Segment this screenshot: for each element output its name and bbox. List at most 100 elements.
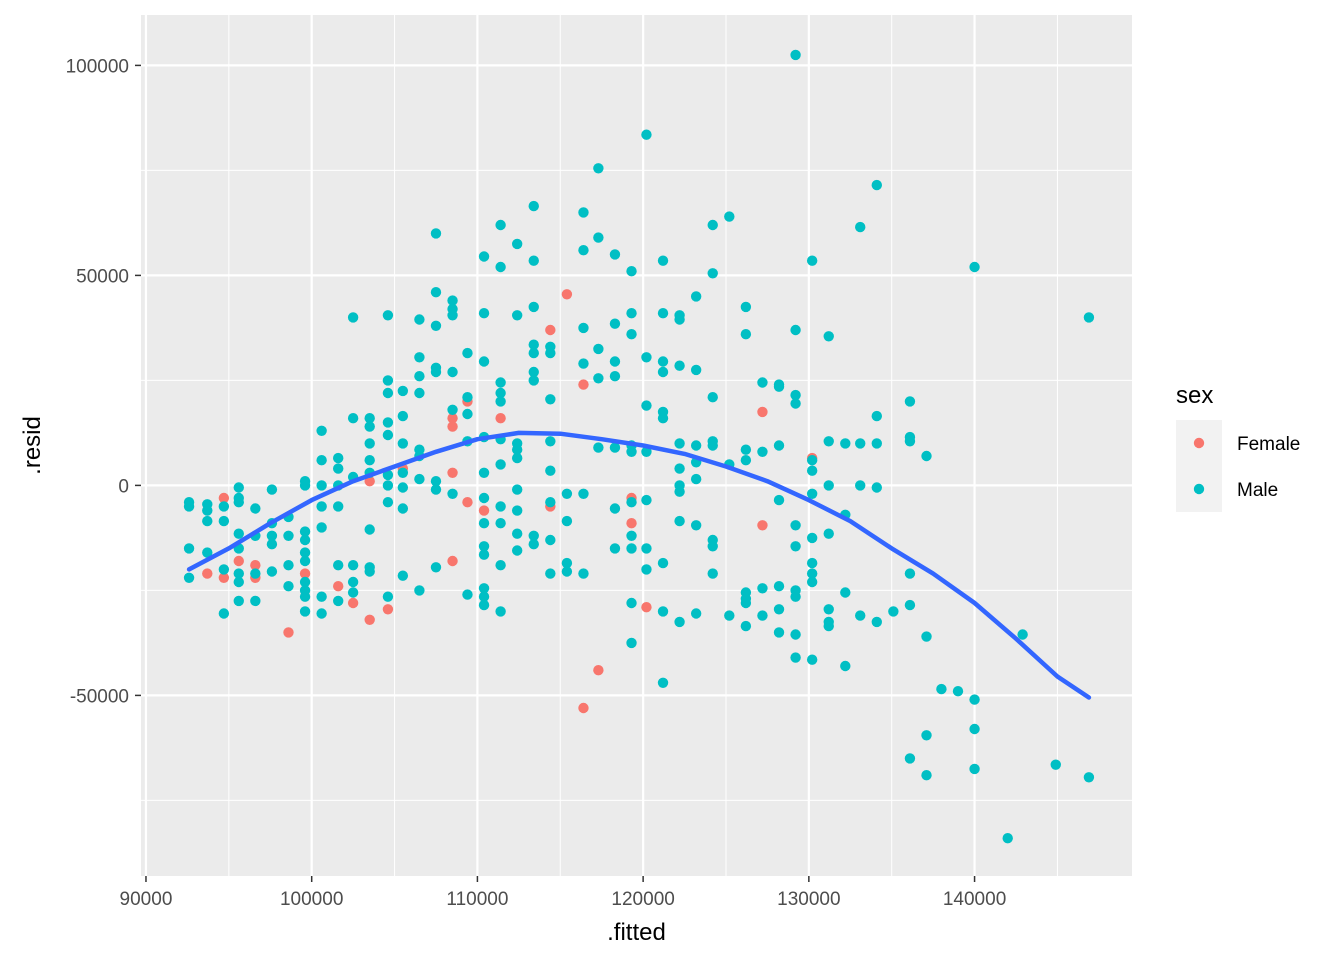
point-male: [447, 366, 458, 378]
point-male: [299, 591, 311, 602]
point-male: [904, 396, 916, 407]
point-male: [740, 444, 752, 455]
point-male: [333, 452, 344, 464]
point-male: [528, 530, 539, 541]
point-male: [773, 381, 785, 392]
point-male: [626, 637, 637, 649]
point-male: [626, 308, 637, 319]
point-male: [333, 560, 344, 571]
point-male: [382, 469, 394, 481]
point-male: [478, 541, 490, 552]
point-male: [511, 545, 523, 556]
point-male: [382, 417, 394, 428]
point-male: [528, 339, 539, 350]
point-male: [657, 255, 669, 266]
point-male: [283, 560, 294, 571]
point-male: [233, 482, 244, 493]
point-female: [641, 602, 652, 613]
point-male: [578, 568, 589, 579]
point-male: [626, 266, 637, 277]
x-tick-label: 140000: [943, 889, 1006, 910]
point-male: [478, 308, 490, 319]
point-female: [447, 413, 458, 424]
point-male: [707, 392, 718, 403]
point-male: [347, 413, 359, 424]
point-male: [511, 484, 523, 495]
point-female: [202, 568, 213, 579]
point-male: [430, 562, 442, 573]
point-male: [202, 505, 213, 516]
point-male: [447, 310, 458, 321]
point-male: [578, 245, 589, 256]
point-female: [447, 467, 458, 478]
point-male: [397, 385, 409, 397]
point-male: [823, 331, 834, 342]
point-male: [397, 503, 409, 514]
point-male: [495, 560, 506, 571]
point-male: [347, 587, 359, 598]
point-male: [855, 438, 866, 449]
point-male: [561, 515, 573, 527]
point-male: [578, 488, 589, 499]
point-male: [414, 387, 425, 399]
legend-label-female: Female: [1237, 434, 1300, 455]
point-male: [707, 219, 718, 231]
point-female: [347, 597, 359, 609]
point-male: [790, 591, 801, 602]
point-male: [724, 610, 735, 621]
point-male: [495, 377, 506, 388]
point-male: [183, 572, 195, 583]
point-male: [561, 488, 573, 499]
point-male: [806, 576, 818, 588]
point-male: [250, 595, 261, 607]
legend-label-male: Male: [1237, 480, 1278, 501]
point-male: [202, 547, 213, 558]
point-male: [250, 503, 261, 514]
point-male: [333, 501, 344, 512]
point-male: [511, 238, 523, 250]
point-male: [447, 295, 458, 306]
point-male: [888, 606, 899, 617]
y-tick-label: 0: [118, 476, 129, 497]
point-male: [382, 387, 394, 399]
point-male: [397, 467, 409, 478]
point-male: [674, 463, 685, 474]
point-male: [397, 482, 409, 493]
point-male: [299, 555, 311, 567]
point-male: [969, 694, 980, 705]
point-male: [316, 425, 327, 436]
point-male: [478, 251, 490, 262]
point-male: [840, 660, 851, 672]
point-male: [904, 599, 916, 611]
point-male: [641, 564, 652, 575]
point-female: [495, 413, 506, 424]
point-male: [823, 620, 834, 632]
point-male: [478, 467, 490, 478]
point-male: [724, 211, 735, 222]
point-male: [478, 518, 490, 529]
point-female: [299, 568, 311, 579]
point-male: [430, 320, 442, 331]
point-male: [266, 566, 278, 577]
point-male: [299, 547, 311, 558]
point-male: [657, 356, 669, 367]
legend-key-background: [1176, 420, 1222, 512]
point-female: [545, 324, 556, 336]
point-male: [871, 482, 882, 493]
point-male: [545, 465, 556, 476]
point-female: [333, 581, 344, 592]
point-male: [382, 310, 394, 321]
point-male: [593, 232, 604, 243]
point-male: [495, 387, 506, 399]
point-male: [609, 371, 621, 382]
point-male: [364, 421, 375, 432]
point-male: [316, 608, 327, 619]
point-male: [347, 560, 359, 571]
point-male: [740, 455, 752, 466]
point-male: [690, 520, 702, 531]
point-male: [233, 576, 244, 588]
point-male: [218, 608, 230, 619]
point-male: [921, 730, 932, 741]
point-female: [462, 497, 473, 508]
point-male: [806, 488, 818, 499]
